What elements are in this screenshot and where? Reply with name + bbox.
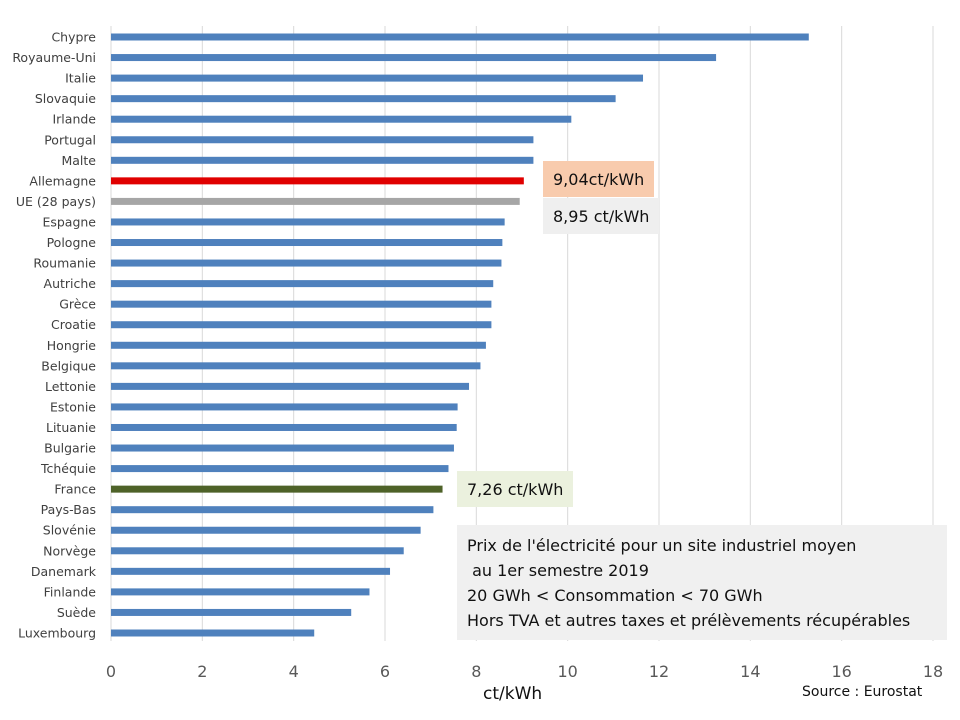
x-tick-label: 6 [380, 662, 390, 681]
bar-finlande [111, 588, 370, 596]
category-label: Slovénie [43, 523, 97, 538]
category-label: France [54, 482, 96, 497]
category-label: Estonie [50, 399, 96, 414]
x-tick-label: 14 [740, 662, 760, 681]
category-label: Pologne [47, 235, 97, 250]
bar-ue-28-pays [111, 197, 520, 205]
category-label: Pays-Bas [41, 502, 96, 517]
bar-luxembourg [111, 629, 315, 637]
category-label: Espagne [42, 214, 96, 229]
x-tick-label: 10 [557, 662, 577, 681]
category-label: Chypre [51, 30, 96, 45]
category-label: Norvège [43, 543, 96, 558]
note-line-4: Hors TVA et autres taxes et prélèvements… [467, 611, 911, 630]
x-tick-label: 8 [471, 662, 481, 681]
category-label: Italie [65, 71, 96, 86]
bar-norv-ge [111, 547, 404, 555]
france-value-callout: 7,26 ct/kWh [457, 471, 574, 507]
note-line-2: au 1er semestre 2019 [467, 561, 649, 580]
bar-roumanie [111, 259, 502, 267]
bar-portugal [111, 136, 534, 144]
category-label: Finlande [44, 584, 97, 599]
bar-slovaquie [111, 95, 616, 103]
category-label: UE (28 pays) [16, 194, 96, 209]
category-label: Royaume-Uni [12, 50, 96, 65]
bar-pologne [111, 239, 503, 247]
bar-belgique [111, 362, 481, 370]
chart-note: Prix de l'électricité pour un site indus… [457, 525, 947, 640]
note-line-3: 20 GWh < Consommation < 70 GWh [467, 586, 763, 605]
category-label: Grèce [59, 297, 96, 312]
category-label: Bulgarie [44, 441, 96, 456]
category-label: Portugal [44, 132, 96, 147]
category-label: Roumanie [33, 256, 96, 271]
category-label: Slovaquie [35, 91, 96, 106]
bar-royaume-uni [111, 54, 717, 62]
note-line-1: Prix de l'électricité pour un site indus… [467, 536, 857, 555]
eu-value-callout: 8,95 ct/kWh [543, 198, 660, 234]
x-tick-label: 12 [649, 662, 669, 681]
category-label: Irlande [52, 112, 96, 127]
bar-autriche [111, 280, 494, 288]
bar-tch-quie [111, 465, 449, 473]
category-label: Tchéquie [40, 461, 96, 476]
category-label: Luxembourg [18, 626, 96, 641]
bar-irlande [111, 115, 572, 123]
bar-bulgarie [111, 444, 454, 452]
bar-italie [111, 74, 644, 82]
x-tick-label: 0 [106, 662, 116, 681]
category-label: Malte [61, 153, 96, 168]
bar-pays-bas [111, 506, 434, 514]
bar-allemagne [111, 177, 524, 185]
x-tick-label: 4 [289, 662, 299, 681]
bar-chypre [111, 33, 809, 41]
category-label: Allemagne [29, 173, 96, 188]
category-label: Belgique [41, 358, 96, 373]
x-tick-labels: 0 2 4 6 8 10 12 14 16 18 [106, 662, 943, 681]
x-axis-label: ct/kWh [483, 684, 543, 704]
category-label: Croatie [51, 317, 96, 332]
x-tick-label: 18 [923, 662, 943, 681]
bar-lituanie [111, 423, 457, 431]
bar-gr-ce [111, 300, 492, 308]
bar-france [111, 485, 443, 493]
category-label: Lituanie [46, 420, 96, 435]
bar-lettonie [111, 382, 470, 390]
x-tick-label: 2 [197, 662, 207, 681]
bar-espagne [111, 218, 505, 226]
category-label: Suède [57, 605, 96, 620]
bar-su-de [111, 608, 352, 616]
source-label: Source : Eurostat [802, 684, 923, 700]
bar-hongrie [111, 341, 486, 349]
bar-malte [111, 156, 534, 164]
allemagne-value-callout: 9,04ct/kWh [543, 161, 655, 197]
bar-estonie [111, 403, 458, 411]
bar-croatie [111, 321, 492, 329]
category-label: Hongrie [47, 338, 97, 353]
category-labels: Chypre Royaume-Uni Italie Slovaquie Irlande P… [12, 30, 96, 641]
x-tick-label: 16 [831, 662, 851, 681]
bars [111, 33, 809, 637]
bar-danemark [111, 567, 391, 575]
bar-slov-nie [111, 526, 421, 534]
category-label: Lettonie [45, 379, 96, 394]
category-label: Autriche [44, 276, 97, 291]
category-label: Danemark [31, 564, 97, 579]
